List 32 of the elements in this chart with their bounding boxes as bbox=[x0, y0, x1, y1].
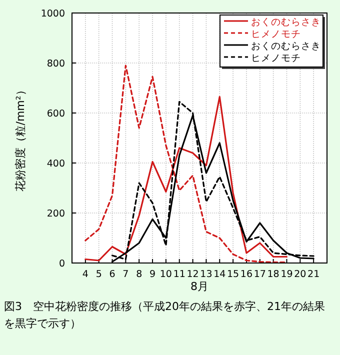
caption: 図3 空中花粉密度の推移（平成20年の結果を赤字、21年の結果を黒字で示す） bbox=[4, 300, 325, 330]
y-tick-label: 600 bbox=[46, 108, 65, 120]
y-tick-label: 200 bbox=[46, 208, 65, 220]
x-tick-label: 14 bbox=[214, 269, 226, 280]
x-tick-label: 18 bbox=[267, 269, 280, 280]
x-tick-label: 13 bbox=[200, 269, 212, 280]
x-tick-label: 7 bbox=[122, 269, 129, 280]
x-tick-label: 19 bbox=[280, 269, 293, 280]
legend-label: おくのむらさき bbox=[251, 41, 321, 52]
x-tick-label: 16 bbox=[240, 269, 253, 280]
line-series bbox=[84, 64, 288, 264]
y-tick-label: 800 bbox=[46, 58, 65, 70]
x-tick-label: 17 bbox=[254, 269, 266, 280]
x-tick-label: 8 bbox=[136, 269, 142, 280]
legend-label: おくのむらさき bbox=[251, 17, 321, 28]
x-tick-label: 4 bbox=[82, 269, 88, 280]
x-tick-label: 11 bbox=[173, 269, 186, 280]
x-axis-title: 8月 bbox=[190, 280, 208, 293]
x-tick-label: 6 bbox=[109, 269, 116, 280]
x-tick-label: 20 bbox=[294, 269, 306, 280]
y-axis-title: 花粉密度（粒/mm²） bbox=[14, 84, 27, 192]
y-tick-label: 0 bbox=[58, 258, 65, 270]
x-tick-label: 9 bbox=[150, 269, 156, 280]
legend-label: ヒメノモチ bbox=[251, 29, 301, 40]
x-tick-label: 21 bbox=[308, 269, 320, 280]
x-tick-label: 10 bbox=[160, 269, 172, 280]
x-tick-label: 12 bbox=[186, 269, 199, 280]
y-tick-label: 400 bbox=[46, 158, 65, 170]
x-tick-label: 15 bbox=[227, 269, 240, 280]
legend-label: ヒメノモチ bbox=[251, 53, 301, 64]
x-tick-label: 5 bbox=[96, 269, 102, 280]
y-tick-label: 1000 bbox=[40, 8, 65, 20]
